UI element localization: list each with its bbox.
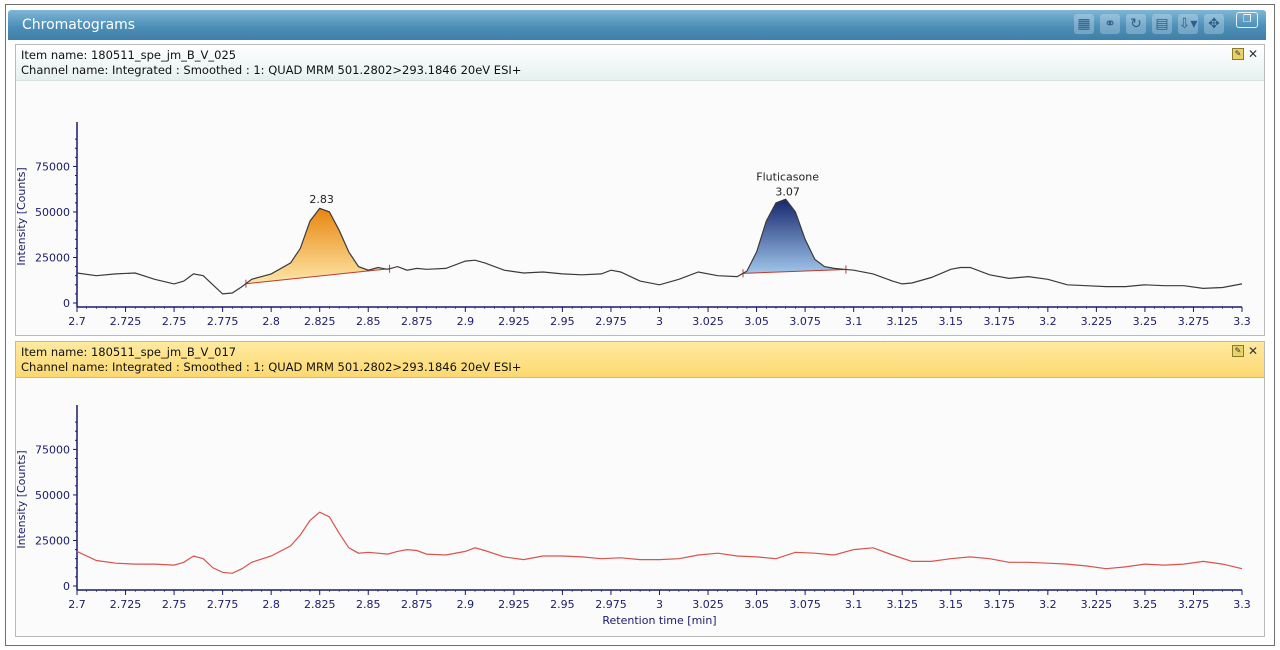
x-tick-label: 3.075 <box>789 315 821 328</box>
x-tick-label: 3.225 <box>1081 315 1113 328</box>
x-tick-label: 3.1 <box>845 315 863 328</box>
chromatogram-panel-2: Item name: 180511_spe_jm_B_V_017 Channel… <box>15 341 1265 637</box>
chromatogram-panel-1: Item name: 180511_spe_jm_B_V_025 Channel… <box>15 44 1265 336</box>
x-tick-label: 3.225 <box>1081 598 1113 611</box>
y-axis-title: Intensity [Counts] <box>16 450 28 548</box>
y-tick-label: 75000 <box>35 160 70 173</box>
x-tick-label: 3.2 <box>1039 315 1057 328</box>
x-tick-label: 2.725 <box>110 598 142 611</box>
export-icon[interactable]: ⇩▾ <box>1178 14 1198 34</box>
window-title: Chromatograms <box>22 17 136 33</box>
x-tick-label: 3.05 <box>744 598 769 611</box>
chromatogram-trace <box>76 511 1243 574</box>
x-tick-label: 2.75 <box>162 315 187 328</box>
x-tick-label: 3.3 <box>1233 315 1251 328</box>
window-title-bar: Chromatograms ▦ ⚭ ↻ ▤ ⇩▾ ✥ ❐ <box>8 10 1266 40</box>
x-tick-label: 2.8 <box>262 315 280 328</box>
refresh-icon[interactable]: ↻ <box>1126 14 1146 34</box>
restore-window-icon[interactable]: ❐ <box>1236 12 1258 28</box>
x-tick-label: 2.7 <box>68 598 86 611</box>
x-tick-label: 3.175 <box>984 598 1016 611</box>
close-icon[interactable]: ✕ <box>1247 344 1258 358</box>
x-tick-label: 3.2 <box>1039 598 1057 611</box>
x-tick-label: 2.9 <box>457 598 475 611</box>
close-icon[interactable]: ✕ <box>1247 47 1258 61</box>
x-tick-label: 2.8 <box>262 598 280 611</box>
y-tick-label: 50000 <box>35 206 70 219</box>
panel-1-item-name: Item name: 180511_spe_jm_B_V_025 <box>21 48 237 62</box>
x-tick-label: 2.775 <box>207 315 239 328</box>
x-tick-label: 3.025 <box>692 598 724 611</box>
x-tick-label: 2.9 <box>457 315 475 328</box>
y-tick-label: 75000 <box>35 443 70 456</box>
x-tick-label: 2.975 <box>595 315 627 328</box>
panel-1-channel-name: Channel name: Integrated : Smoothed : 1:… <box>21 63 522 77</box>
peak-name-label: Fluticasone <box>756 171 819 184</box>
x-tick-label: 2.725 <box>110 315 142 328</box>
y-tick-label: 25000 <box>35 251 70 264</box>
x-tick-label: 3.025 <box>692 315 724 328</box>
y-tick-label: 0 <box>63 580 70 593</box>
link-icon[interactable]: ⚭ <box>1100 14 1120 34</box>
peak-area-1 <box>245 208 390 284</box>
x-axis-title: Retention time [min] <box>602 614 716 627</box>
panel-1-header: Item name: 180511_spe_jm_B_V_025 Channel… <box>16 45 1264 81</box>
peak-baseline-2 <box>742 268 846 274</box>
x-tick-label: 2.95 <box>550 315 575 328</box>
peak-rt-label: 3.07 <box>775 186 800 199</box>
x-tick-label: 3 <box>656 598 663 611</box>
table-icon[interactable]: ▤ <box>1152 14 1172 34</box>
peak-list-icon[interactable]: ▦ <box>1074 14 1094 34</box>
x-tick-label: 3.075 <box>789 598 821 611</box>
panel-2-header: Item name: 180511_spe_jm_B_V_017 Channel… <box>16 342 1264 378</box>
x-tick-label: 3.125 <box>886 315 918 328</box>
move-icon[interactable]: ✥ <box>1204 14 1224 34</box>
chromatogram-trace <box>76 198 1243 295</box>
x-tick-label: 2.7 <box>68 315 86 328</box>
x-tick-label: 3.25 <box>1133 315 1158 328</box>
x-tick-label: 2.95 <box>550 598 575 611</box>
x-tick-label: 2.85 <box>356 315 381 328</box>
x-tick-label: 3.275 <box>1178 598 1210 611</box>
y-tick-label: 0 <box>63 297 70 310</box>
x-tick-label: 2.85 <box>356 598 381 611</box>
chromatogram-chart-1: 0 25000 50000 75000 Intensity [Counts] 2.7 2.7… <box>15 122 1251 328</box>
x-tick-label: 3.25 <box>1133 598 1158 611</box>
peak-rt-label: 2.83 <box>309 193 334 206</box>
x-tick-label: 2.925 <box>498 598 530 611</box>
peak-baseline-1 <box>245 268 390 285</box>
x-tick-label: 2.875 <box>401 315 433 328</box>
y-tick-label: 25000 <box>35 534 70 547</box>
pin-icon[interactable]: ✎ <box>1231 345 1244 357</box>
x-tick-label: 3.175 <box>984 315 1016 328</box>
x-tick-label: 3.3 <box>1233 598 1251 611</box>
x-tick-label: 3.125 <box>886 598 918 611</box>
x-tick-label: 2.775 <box>207 598 239 611</box>
y-axis-title: Intensity [Counts] <box>16 167 28 265</box>
panel-2-channel-name: Channel name: Integrated : Smoothed : 1:… <box>21 360 522 374</box>
x-tick-label: 2.925 <box>498 315 530 328</box>
toolbar: ▦ ⚭ ↻ ▤ ⇩▾ ✥ ❐ <box>1074 12 1258 34</box>
y-tick-label: 50000 <box>35 489 70 502</box>
x-tick-label: 3.15 <box>939 315 964 328</box>
x-tick-label: 2.975 <box>595 598 627 611</box>
chromatogram-chart-2: 0 25000 50000 75000 Intensity [Counts] 2.7 2.7… <box>15 405 1251 627</box>
x-tick-label: 3.15 <box>939 598 964 611</box>
x-tick-label: 2.875 <box>401 598 433 611</box>
panel-2-item-name: Item name: 180511_spe_jm_B_V_017 <box>21 345 237 359</box>
x-tick-label: 2.75 <box>162 598 187 611</box>
pin-icon[interactable]: ✎ <box>1231 48 1244 60</box>
x-tick-label: 3.1 <box>845 598 863 611</box>
x-tick-label: 3.275 <box>1178 315 1210 328</box>
x-tick-label: 3 <box>656 315 663 328</box>
x-tick-label: 2.825 <box>304 598 336 611</box>
x-tick-label: 3.05 <box>744 315 769 328</box>
x-tick-label: 2.825 <box>304 315 336 328</box>
